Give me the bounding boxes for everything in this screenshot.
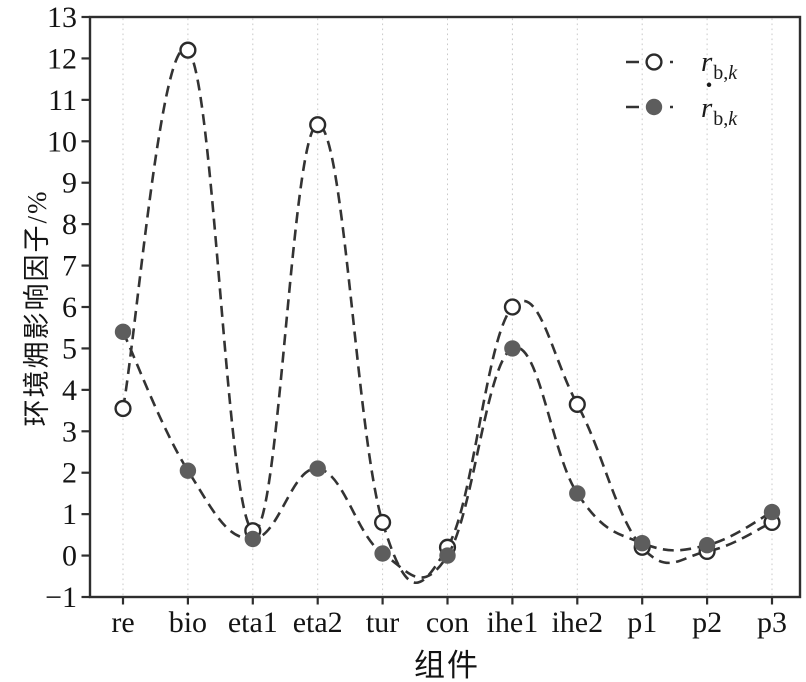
y-tick-label: 5	[62, 332, 77, 365]
x-tick-label: p2	[692, 606, 722, 639]
legend-symbol: r	[701, 46, 713, 78]
legend-subscript-k: k	[728, 62, 738, 84]
series-filled-marker	[698, 537, 716, 554]
legend-symbol: r	[701, 92, 713, 124]
legend-subscript: b,	[713, 108, 729, 130]
series-filled-marker	[634, 534, 651, 552]
y-tick-label: 13	[47, 1, 77, 34]
x-tick-label: p1	[627, 606, 657, 639]
y-axis-label: 环境㶲影响因子/%	[22, 189, 52, 427]
x-tick-label: ihe1	[487, 606, 539, 639]
y-tick-label: 8	[62, 208, 77, 241]
y-tick-label: 12	[47, 42, 77, 75]
series-open-marker	[374, 513, 392, 532]
legend-accent-dot: ˙	[704, 77, 714, 110]
y-tick-label: 11	[48, 84, 77, 117]
y-tick-label: 3	[62, 415, 77, 448]
legend-swatch-filled-circle	[645, 98, 663, 116]
series-open-curve	[121, 47, 773, 584]
series-filled-marker	[114, 323, 132, 341]
legend-swatch-open-circle	[645, 53, 663, 71]
series-open-marker	[568, 395, 586, 413]
x-tick-label: p3	[757, 606, 787, 639]
y-tick-label: 9	[62, 167, 77, 200]
series-open-marker	[309, 116, 327, 134]
y-tick-label: 6	[62, 291, 77, 324]
series-filled-marker	[763, 503, 781, 521]
x-tick-label: bio	[169, 606, 207, 639]
x-tick-label: ihe2	[551, 606, 603, 639]
y-tick-label: 0	[62, 540, 77, 573]
series-open-marker	[179, 41, 197, 59]
x-axis-label: 组件	[414, 648, 480, 682]
plot-border	[88, 15, 802, 599]
x-tick-label: con	[426, 606, 469, 639]
legend-subscript-k: k	[728, 108, 738, 130]
x-tick-label: tur	[366, 606, 399, 639]
series-filled-marker	[244, 530, 261, 548]
series-filled-marker	[504, 340, 521, 357]
series-filled-marker	[309, 460, 326, 477]
y-tick-label: 2	[62, 457, 77, 490]
x-tick-label: eta2	[293, 606, 343, 639]
y-tick-label: −1	[45, 581, 77, 614]
legend-label-dot-series: ˙ rb,k	[701, 79, 737, 130]
legend-subscript: b,	[713, 62, 729, 84]
y-tick-label: 4	[62, 374, 77, 407]
legend-label-open-series: rb,k	[701, 46, 737, 84]
y-tick-label: 7	[62, 250, 77, 283]
y-tick-label: 1	[62, 498, 77, 531]
series-filled-marker	[439, 547, 456, 564]
series-open-marker	[503, 298, 522, 316]
x-tick-label: re	[111, 606, 134, 639]
series-filled-marker	[179, 462, 197, 479]
series-filled-marker	[569, 485, 586, 502]
series-filled-marker	[374, 545, 391, 562]
y-tick-label: 10	[47, 125, 77, 158]
x-tick-label: eta1	[228, 606, 278, 639]
series-open-marker	[114, 399, 132, 418]
